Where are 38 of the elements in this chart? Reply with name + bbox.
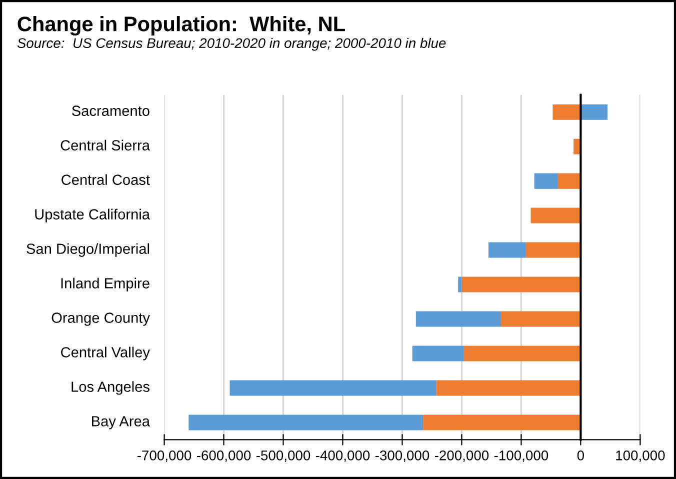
- bar: [423, 414, 581, 430]
- y-tick-label: Los Angeles: [72, 381, 150, 395]
- source-note: Source: US Census Bureau; 2010-2020 in orange; 2000-2010 in blue: [17, 38, 446, 51]
- bar: [188, 414, 424, 430]
- bar: [580, 104, 608, 120]
- y-tick-label: Central Sierra: [60, 140, 150, 150]
- chart-title: Change in Population: White, NL: [18, 16, 345, 36]
- bar: [557, 173, 581, 189]
- bar: [436, 380, 581, 396]
- x-tick-label: -400,000: [316, 450, 370, 462]
- x-tick-label: 0: [577, 450, 584, 460]
- bar: [458, 276, 462, 292]
- bar: [462, 276, 581, 292]
- y-tick-label: San Diego/Imperial: [26, 243, 150, 257]
- y-tick-label: Upstate California: [35, 208, 150, 222]
- bar: [416, 311, 501, 327]
- y-tick-label: Inland Empire: [61, 278, 150, 292]
- bar: [463, 346, 581, 362]
- x-tick-label: -700,000: [137, 450, 192, 462]
- x-tick-label: -200,000: [434, 450, 489, 462]
- y-tick-label: Central Valley: [61, 346, 150, 360]
- x-tick-label: -100,000: [494, 450, 548, 462]
- bar: [526, 242, 581, 258]
- bar: [500, 311, 581, 327]
- bar: [412, 346, 464, 362]
- y-tick-label: Central Coast: [62, 174, 150, 185]
- y-tick-label: Sacramento: [72, 106, 150, 116]
- bar: [530, 208, 581, 224]
- y-tick-label: Bay Area: [92, 416, 150, 430]
- x-tick-label: -300,000: [375, 450, 430, 462]
- x-tick-label: -600,000: [196, 450, 251, 462]
- bar: [552, 104, 581, 120]
- bar: [534, 173, 558, 189]
- bar: [488, 242, 526, 258]
- y-tick-label: Orange County: [52, 312, 150, 326]
- x-tick-label: -500,000: [256, 450, 310, 462]
- bar: [230, 380, 436, 396]
- x-tick-label: 100,000: [616, 450, 665, 462]
